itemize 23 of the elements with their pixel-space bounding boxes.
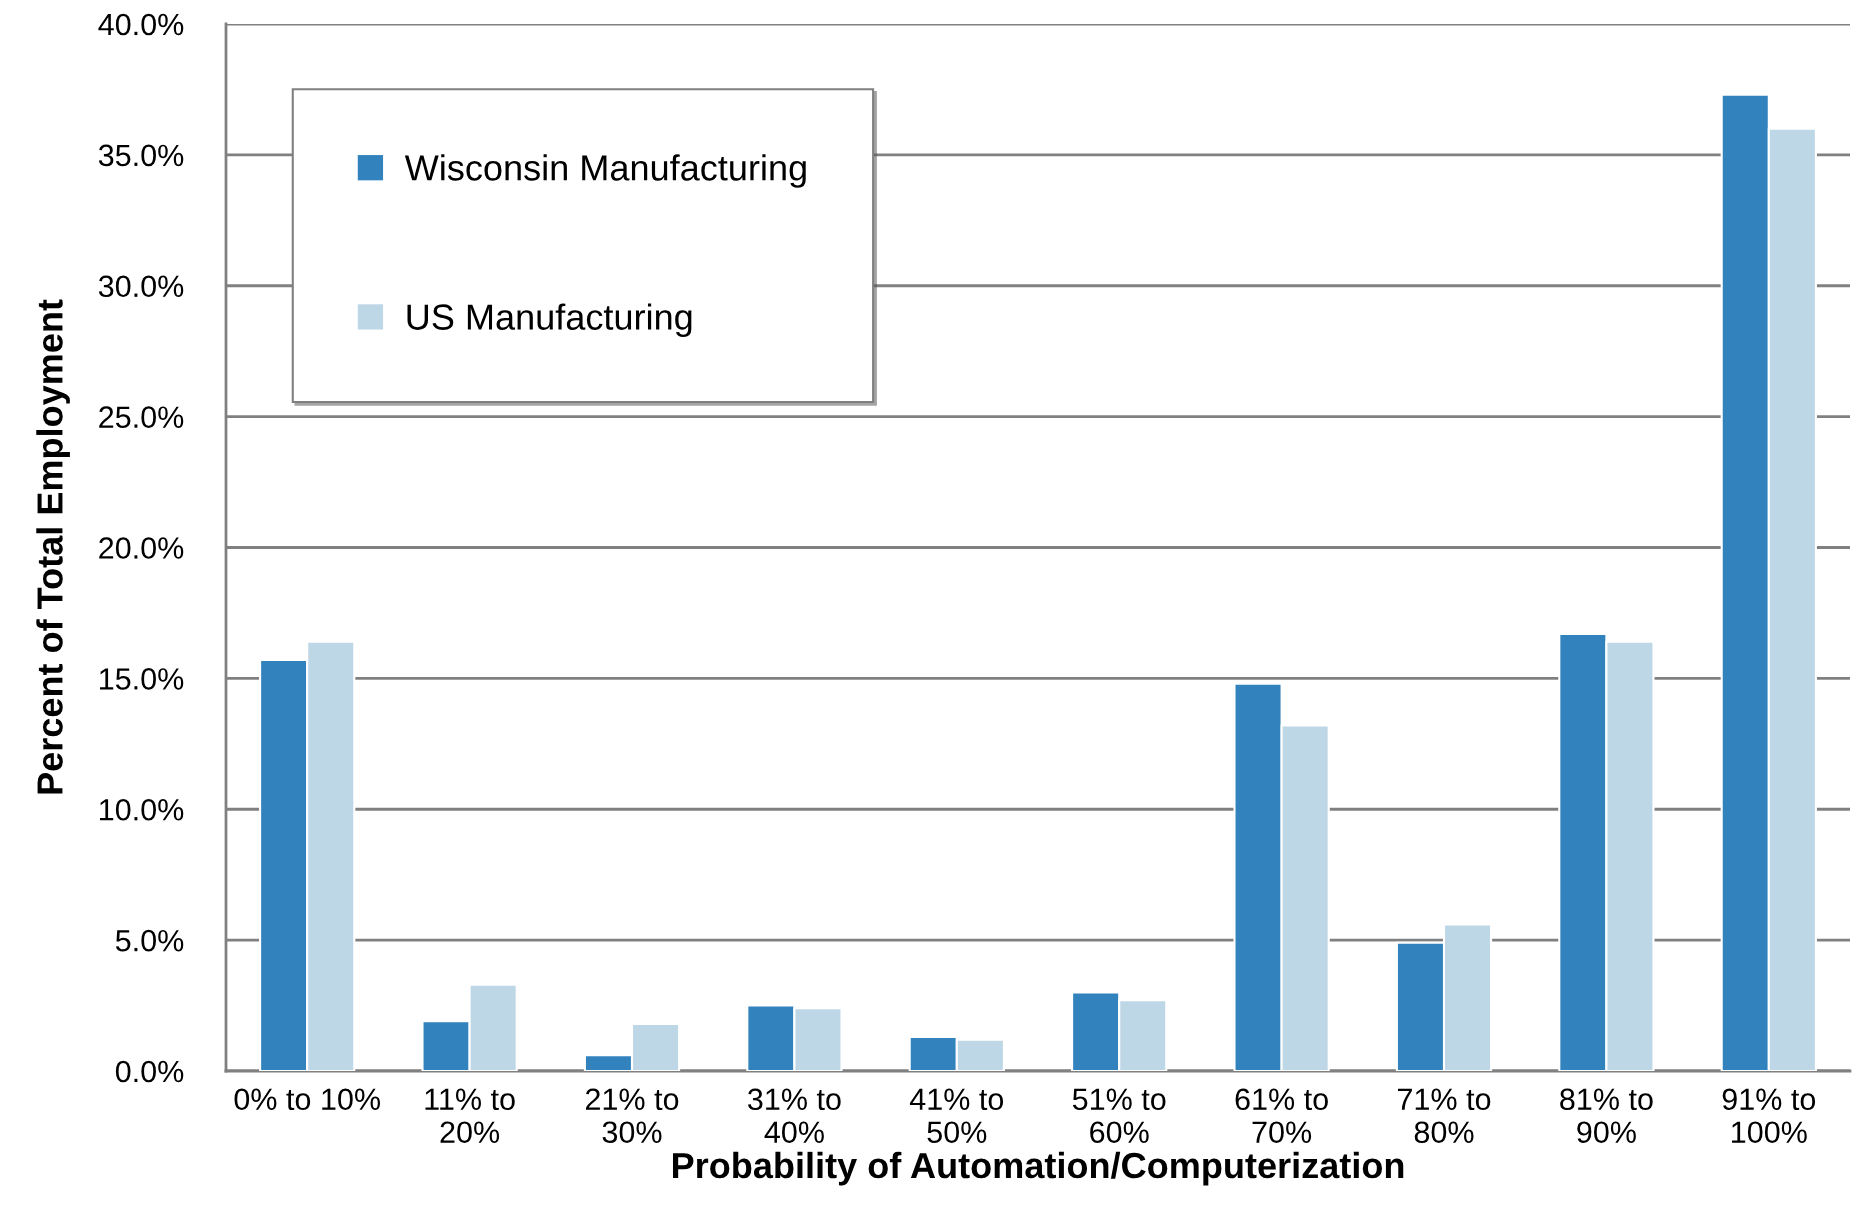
y-axis-title: Percent of Total Employment (36, 299, 70, 794)
x-tick-label: 71% to 80% (1398, 1088, 1491, 1144)
y-tick-label: 40.0% (98, 13, 184, 36)
x-tick-label: 91% to 100% (1722, 1088, 1816, 1144)
x-tick-label: 31% to 40% (748, 1088, 841, 1144)
x-tick-label: 21% to 30% (585, 1088, 679, 1144)
x-tick-label: 81% to 90% (1560, 1088, 1653, 1144)
y-tick-label: 5.0% (115, 929, 184, 952)
x-axis-title: Probability of Automation/Computerization (672, 1151, 1404, 1186)
y-tick-label: 25.0% (99, 406, 184, 428)
y-tick-label: 30.0% (98, 275, 184, 298)
y-tick-label: 35.0% (98, 144, 184, 167)
x-tick-label: 41% to 50% (909, 1088, 1004, 1144)
legend-label: Wisconsin Manufacturing (404, 154, 806, 188)
y-tick-label: 15.0% (100, 668, 184, 690)
x-tick-label: 51% to 60% (1072, 1088, 1166, 1144)
x-tick-label: 61% to 70% (1235, 1088, 1328, 1144)
x-tick-label: 11% to 20% (425, 1088, 515, 1144)
legend-label: US Manufacturing (407, 303, 692, 338)
y-tick-label: 0.0% (115, 1060, 184, 1083)
y-tick-label: 10.0% (100, 798, 184, 821)
x-tick-label: 0% to 10% (234, 1088, 381, 1111)
y-tick-label: 20.0% (99, 537, 184, 559)
